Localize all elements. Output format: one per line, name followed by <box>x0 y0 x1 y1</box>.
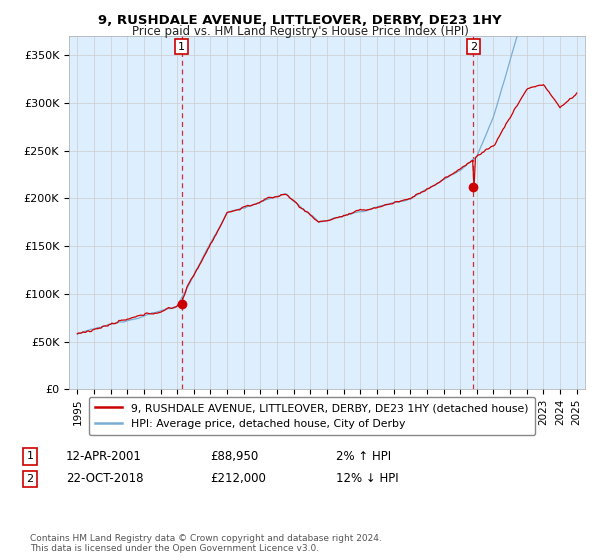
Text: 22-OCT-2018: 22-OCT-2018 <box>66 472 143 486</box>
Text: 2: 2 <box>470 41 477 52</box>
Text: 2: 2 <box>26 474 34 484</box>
Text: Contains HM Land Registry data © Crown copyright and database right 2024.
This d: Contains HM Land Registry data © Crown c… <box>30 534 382 553</box>
Legend: 9, RUSHDALE AVENUE, LITTLEOVER, DERBY, DE23 1HY (detached house), HPI: Average p: 9, RUSHDALE AVENUE, LITTLEOVER, DERBY, D… <box>89 396 535 435</box>
Text: 12% ↓ HPI: 12% ↓ HPI <box>336 472 398 486</box>
Text: £88,950: £88,950 <box>210 450 258 463</box>
Text: 1: 1 <box>26 451 34 461</box>
Text: 2% ↑ HPI: 2% ↑ HPI <box>336 450 391 463</box>
Text: 12-APR-2001: 12-APR-2001 <box>66 450 142 463</box>
Text: 9, RUSHDALE AVENUE, LITTLEOVER, DERBY, DE23 1HY: 9, RUSHDALE AVENUE, LITTLEOVER, DERBY, D… <box>98 14 502 27</box>
Text: £212,000: £212,000 <box>210 472 266 486</box>
Text: 1: 1 <box>178 41 185 52</box>
Text: Price paid vs. HM Land Registry's House Price Index (HPI): Price paid vs. HM Land Registry's House … <box>131 25 469 38</box>
